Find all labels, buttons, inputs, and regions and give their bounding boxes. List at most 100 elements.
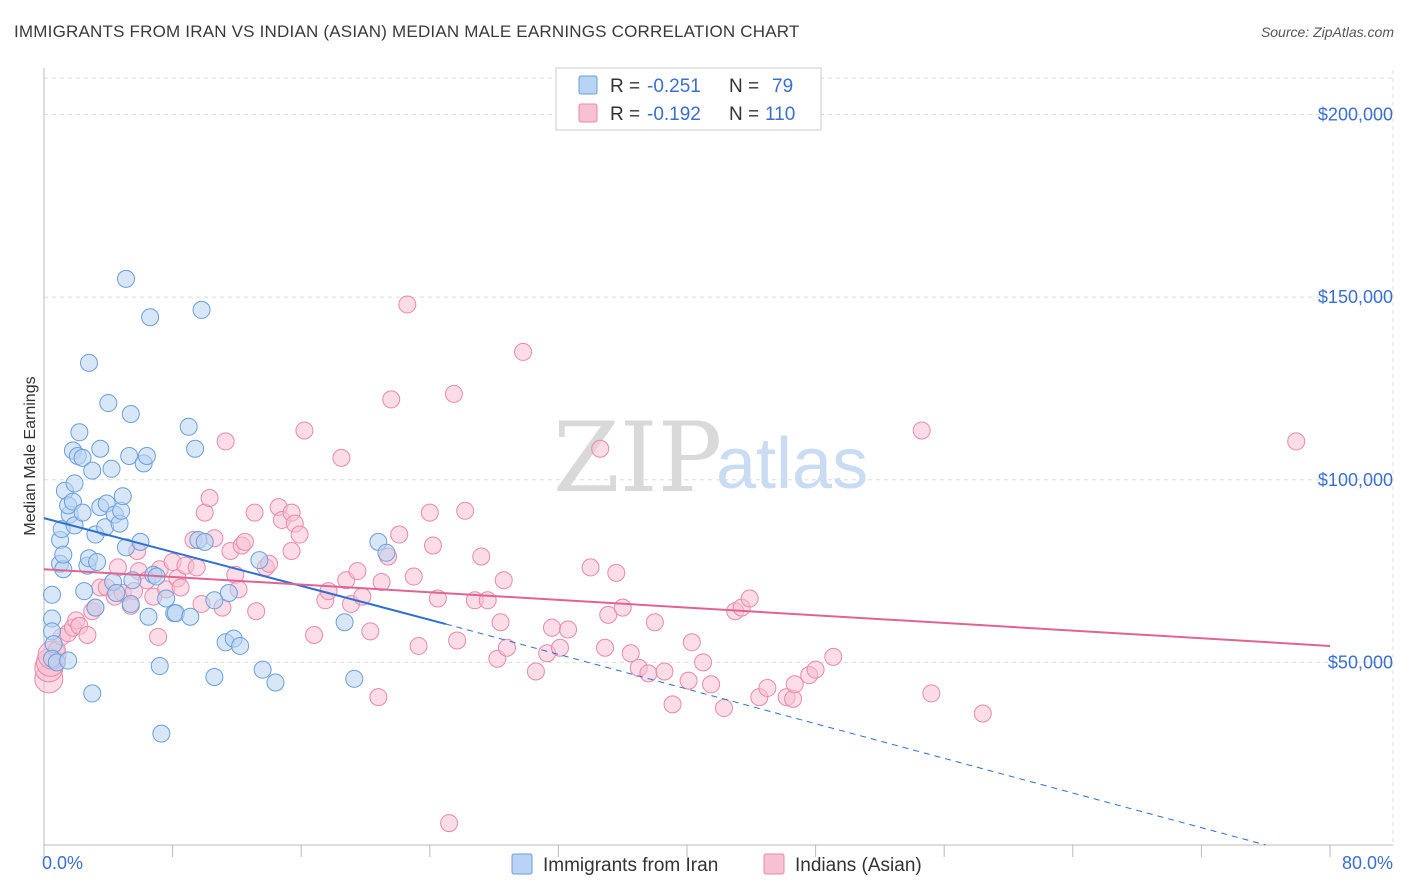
data-point [192, 300, 211, 319]
data-point [758, 678, 777, 697]
data-point [1287, 432, 1306, 451]
trend-lines [43, 517, 1331, 846]
data-point [141, 308, 160, 327]
legend-swatch-iran [578, 75, 598, 95]
data-point [497, 638, 516, 657]
data-point [107, 583, 126, 602]
legend-r-label-indians: R = [610, 104, 640, 125]
y-tick-label: $150,000 [1318, 287, 1393, 307]
data-point [78, 625, 97, 644]
data-point [714, 699, 733, 718]
chart-title: IMMIGRANTS FROM IRAN VS INDIAN (ASIAN) M… [14, 22, 800, 41]
data-point [372, 573, 391, 592]
data-point [332, 448, 351, 467]
data-point [559, 620, 578, 639]
data-point [824, 647, 843, 666]
data-point [179, 417, 198, 436]
legend-n-value-iran: 79 [772, 76, 793, 97]
data-point [305, 625, 324, 644]
data-point [491, 613, 510, 632]
data-point [440, 814, 459, 833]
legend-swatch-indians [578, 103, 598, 123]
legend-n-label-indians: N = [729, 104, 759, 125]
data-point [266, 673, 285, 692]
trend-line-iran-extrapolated [445, 623, 1266, 846]
data-point [205, 667, 224, 686]
watermark-zip: ZIP [553, 402, 722, 514]
data-point [83, 684, 102, 703]
data-point [448, 631, 467, 650]
y-tick-labels: $50,000 $100,000 $150,000 $200,000 [1318, 105, 1393, 673]
data-point [607, 563, 626, 582]
trend-line-indians [43, 568, 1331, 647]
data-point [121, 594, 140, 613]
data-point [120, 447, 139, 466]
data-point [390, 525, 409, 544]
data-point [682, 633, 701, 652]
data-point [348, 562, 367, 581]
data-point [102, 459, 121, 478]
data-point [43, 585, 62, 604]
x-tick-label-max: 80.0% [1342, 853, 1393, 873]
data-point [613, 598, 632, 617]
data-point [88, 552, 107, 571]
data-point [424, 536, 443, 555]
data-point [655, 662, 674, 681]
data-point [912, 421, 931, 440]
legend-r-value-iran: -0.251 [647, 76, 701, 97]
bottom-legend-label-indians: Indians (Asian) [795, 855, 922, 876]
legend-n-label-iran: N = [729, 76, 759, 97]
data-point [219, 583, 238, 602]
data-point [361, 622, 380, 641]
data-point [65, 474, 84, 493]
data-point [596, 638, 615, 657]
watermark-atlas: atlas [716, 424, 868, 504]
data-point [679, 671, 698, 690]
bottom-legend-label-iran: Immigrants from Iran [543, 855, 718, 876]
series-iran-points [43, 269, 396, 743]
data-point [73, 503, 92, 522]
data-point [369, 688, 388, 707]
data-point [187, 558, 206, 577]
data-point [494, 571, 513, 590]
data-point [514, 342, 533, 361]
data-point [639, 664, 658, 683]
data-point [526, 662, 545, 681]
bottom-legend-swatch-iran [511, 853, 533, 875]
data-point [150, 657, 169, 676]
data-point [694, 653, 713, 672]
data-point [247, 602, 266, 621]
data-point [973, 704, 992, 723]
data-point [428, 589, 447, 608]
data-point [73, 448, 92, 467]
data-point [152, 724, 171, 743]
data-point [205, 591, 224, 610]
data-point [54, 545, 73, 564]
data-point [121, 405, 140, 424]
y-tick-label: $200,000 [1318, 105, 1393, 125]
data-point [335, 613, 354, 632]
data-point [149, 627, 168, 646]
data-point [99, 394, 118, 413]
series-indians-points [34, 295, 1306, 833]
legend-r-value-indians: -0.192 [647, 104, 701, 125]
data-point [456, 501, 475, 520]
data-point [123, 571, 142, 590]
y-axis-title: Median Male Earnings [22, 376, 39, 535]
data-point [231, 636, 250, 655]
data-point [785, 675, 804, 694]
data-point [377, 543, 396, 562]
legend-r-label-iran: R = [610, 76, 640, 97]
legend-box [555, 67, 822, 131]
data-point [420, 503, 439, 522]
data-point [250, 551, 269, 570]
data-point [591, 439, 610, 458]
data-point [663, 695, 682, 714]
data-point [382, 390, 401, 409]
data-point [75, 582, 94, 601]
data-point [200, 489, 219, 508]
data-point [444, 384, 463, 403]
data-point [186, 439, 205, 458]
data-point [404, 567, 423, 586]
